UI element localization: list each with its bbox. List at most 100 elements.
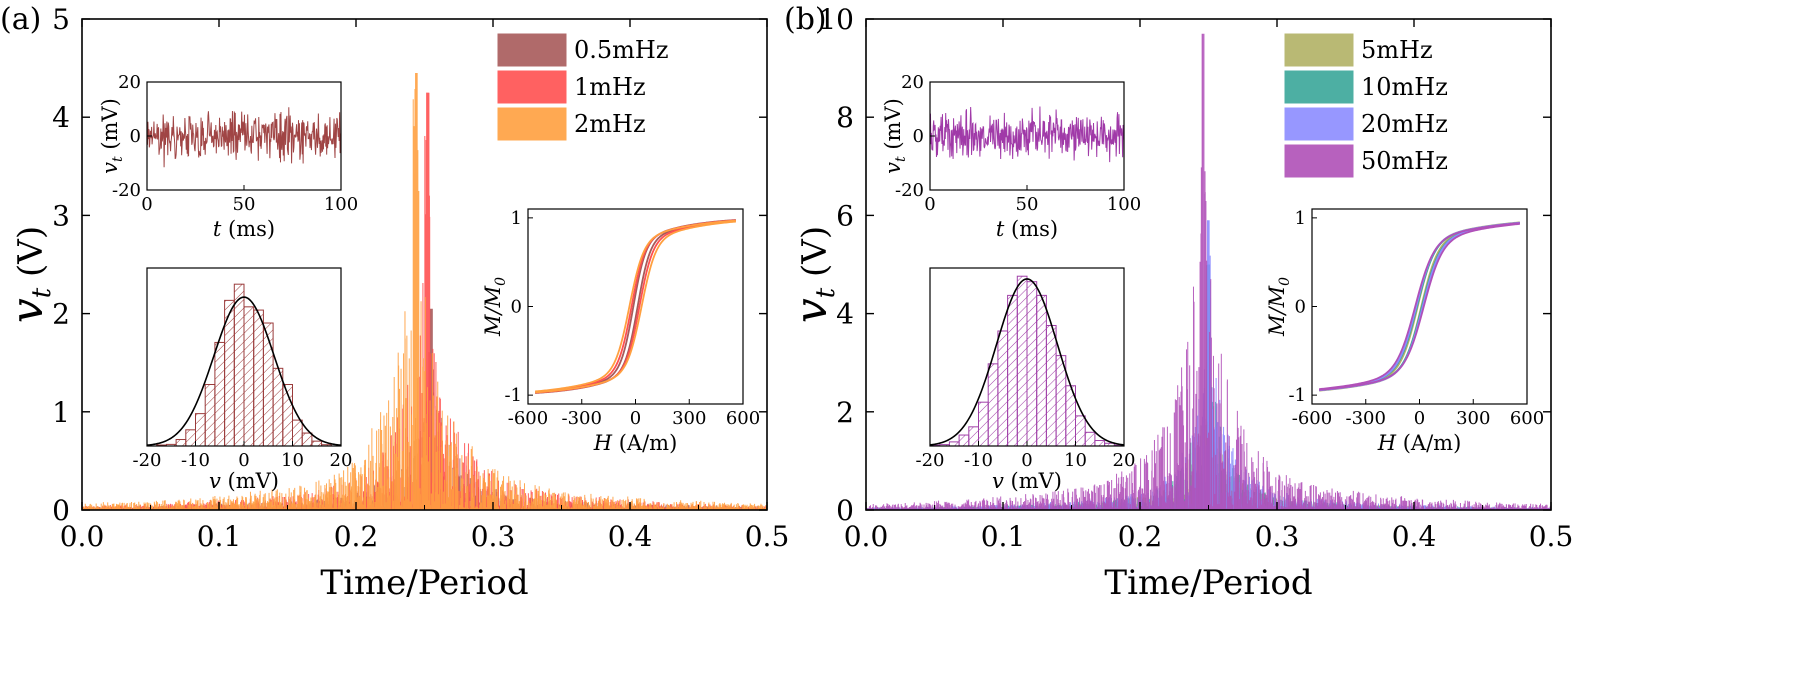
gaussian-fit-curve (146, 296, 342, 446)
inset-y-tick-label: -20 (112, 180, 141, 201)
panel-a: 0.0 0.1 0.2 0.3 0.4 0.5 0 1 2 3 4 5 Time/Period vt (V… (0, 2, 789, 603)
legend-swatch-10mHz (1284, 70, 1354, 104)
inset-x-axis-label: v (mV) (992, 469, 1062, 493)
legend-swatch-1mHz (497, 70, 567, 104)
y-tick-label: 2 (836, 396, 854, 429)
histogram-bar (948, 441, 960, 447)
hysteresis-branch-down (535, 219, 736, 393)
legend-label: 2mHz (574, 110, 646, 138)
histogram-bar (1016, 275, 1028, 447)
inset-y-axis-label: M/M0 (481, 277, 509, 337)
x-tick-label: 0.3 (471, 520, 516, 553)
inset-x-tick-label: -600 (508, 408, 548, 429)
histogram-bar (204, 384, 216, 447)
histogram-bar (243, 306, 255, 447)
inset-x-tick-label: 0 (1021, 450, 1032, 471)
x-tick-label: 0.5 (745, 520, 790, 553)
inset-x-tick-label: 0 (238, 450, 249, 471)
inset-y-axis-label: vt (mV) (881, 98, 909, 174)
inset-x-tick-label: 20 (330, 450, 353, 471)
legend: 5mHz 10mHz 20mHz 50mHz (1284, 33, 1448, 178)
histogram-bar (968, 426, 979, 447)
inset-x-tick-label: 600 (1510, 408, 1544, 429)
inset-bg (147, 82, 341, 190)
inset-x-tick-label: 100 (1107, 194, 1141, 215)
y-tick-label: 4 (52, 101, 70, 134)
histogram-bar (1075, 415, 1086, 447)
noise-trace-line (929, 106, 1125, 163)
histogram-bar (1036, 294, 1047, 447)
inset-x-tick-label: 100 (324, 194, 358, 215)
histogram-bar (262, 322, 274, 447)
x-tick-label: 0.1 (197, 520, 242, 553)
inset-x-axis-label: t (ms) (996, 217, 1058, 241)
inset-x-tick-label: 0 (630, 408, 641, 429)
inset-y-axis-label: M/M0 (1265, 277, 1293, 337)
histogram-bar (997, 330, 1009, 447)
y-tick-label: 10 (818, 3, 854, 36)
inset-x-tick-label: -300 (562, 408, 602, 429)
inset-x-tick-label: 10 (281, 450, 304, 471)
x-tick-label: 0.4 (1392, 520, 1437, 553)
y-tick-label: 5 (52, 3, 70, 36)
inset-x-tick-label: 300 (672, 408, 706, 429)
legend-label: 50mHz (1361, 147, 1448, 175)
histogram-bar (185, 429, 197, 447)
inset-x-tick-label: -10 (964, 450, 993, 471)
inset-x-tick-label: 600 (726, 408, 760, 429)
y-tick-label: 6 (836, 199, 854, 232)
x-tick-label: 0.4 (608, 520, 653, 553)
histogram-bar (1084, 431, 1096, 447)
inset-histogram: -20 -10 0 10 20 v (mV) (916, 267, 1135, 493)
histogram-bar (1094, 440, 1106, 447)
inset-x-tick-label: 0 (1414, 408, 1425, 429)
inset-bg (528, 209, 743, 404)
inset-y-tick-label: 0 (511, 297, 522, 318)
legend-label: 10mHz (1361, 73, 1448, 101)
inset-x-tick-label: 10 (1064, 450, 1087, 471)
x-tick-label: 0.2 (1118, 520, 1163, 553)
inset-x-axis-label: v (mV) (209, 469, 279, 493)
histogram-bar (958, 434, 970, 447)
panel-label: (a) (0, 2, 41, 37)
inset-y-tick-label: 0 (1295, 297, 1306, 318)
histogram-bar (311, 440, 323, 447)
hysteresis-branch-up (1319, 222, 1520, 391)
inset-x-tick-label: 50 (1016, 194, 1039, 215)
histogram-bar (987, 363, 999, 447)
x-tick-label: 0.3 (1255, 520, 1300, 553)
inset-histogram: -20 -10 0 10 20 v (mV) (133, 267, 353, 493)
inset-x-tick-label: -10 (181, 450, 210, 471)
y-tick-label: 1 (52, 396, 70, 429)
inset-y-tick-label: 0 (130, 126, 141, 147)
inset-hysteresis: -600 -300 0 300 600 -1 0 1 H (A/m) M/M0 (481, 208, 760, 455)
inset-bg (1312, 209, 1527, 404)
inset-y-tick-label: 20 (118, 72, 141, 93)
y-tick-label: 2 (52, 298, 70, 331)
legend-label: 0.5mHz (574, 36, 669, 64)
inset-y-tick-label: -20 (895, 180, 924, 201)
x-tick-label: 0.5 (1529, 520, 1574, 553)
gaussian-fit-curve (929, 278, 1125, 446)
inset-y-tick-label: 20 (901, 72, 924, 93)
panel-label: (b) (784, 2, 827, 37)
legend-label: 1mHz (574, 73, 646, 101)
inset-x-tick-label: -20 (133, 450, 162, 471)
histogram-bar (1026, 281, 1038, 447)
x-axis-label: Time/Period (1104, 563, 1312, 603)
inset-x-tick-label: 0 (141, 194, 152, 215)
histogram-bar (175, 439, 187, 447)
histogram-bar (1007, 294, 1018, 447)
y-tick-label: 3 (52, 199, 70, 232)
inset-y-tick-label: -1 (1288, 385, 1306, 406)
x-axis-label: Time/Period (320, 563, 528, 603)
inset-x-axis-label: t (ms) (213, 217, 275, 241)
legend: 0.5mHz 1mHz 2mHz (497, 33, 669, 141)
legend-swatch-0.5mHz (497, 33, 567, 67)
inset-x-tick-label: -300 (1346, 408, 1386, 429)
legend-swatch-50mHz (1284, 144, 1354, 178)
inset-x-tick-label: 300 (1456, 408, 1490, 429)
